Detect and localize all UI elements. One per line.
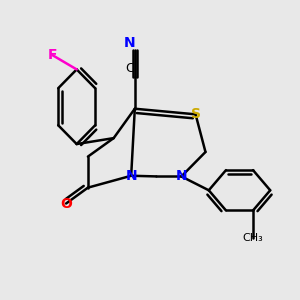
Text: CH₃: CH₃ (243, 232, 263, 242)
Text: N: N (125, 169, 137, 183)
Text: O: O (60, 196, 72, 211)
Text: S: S (190, 107, 201, 121)
Text: C: C (125, 62, 134, 75)
Text: N: N (176, 169, 187, 183)
Text: F: F (48, 48, 57, 62)
Text: N: N (124, 36, 135, 50)
